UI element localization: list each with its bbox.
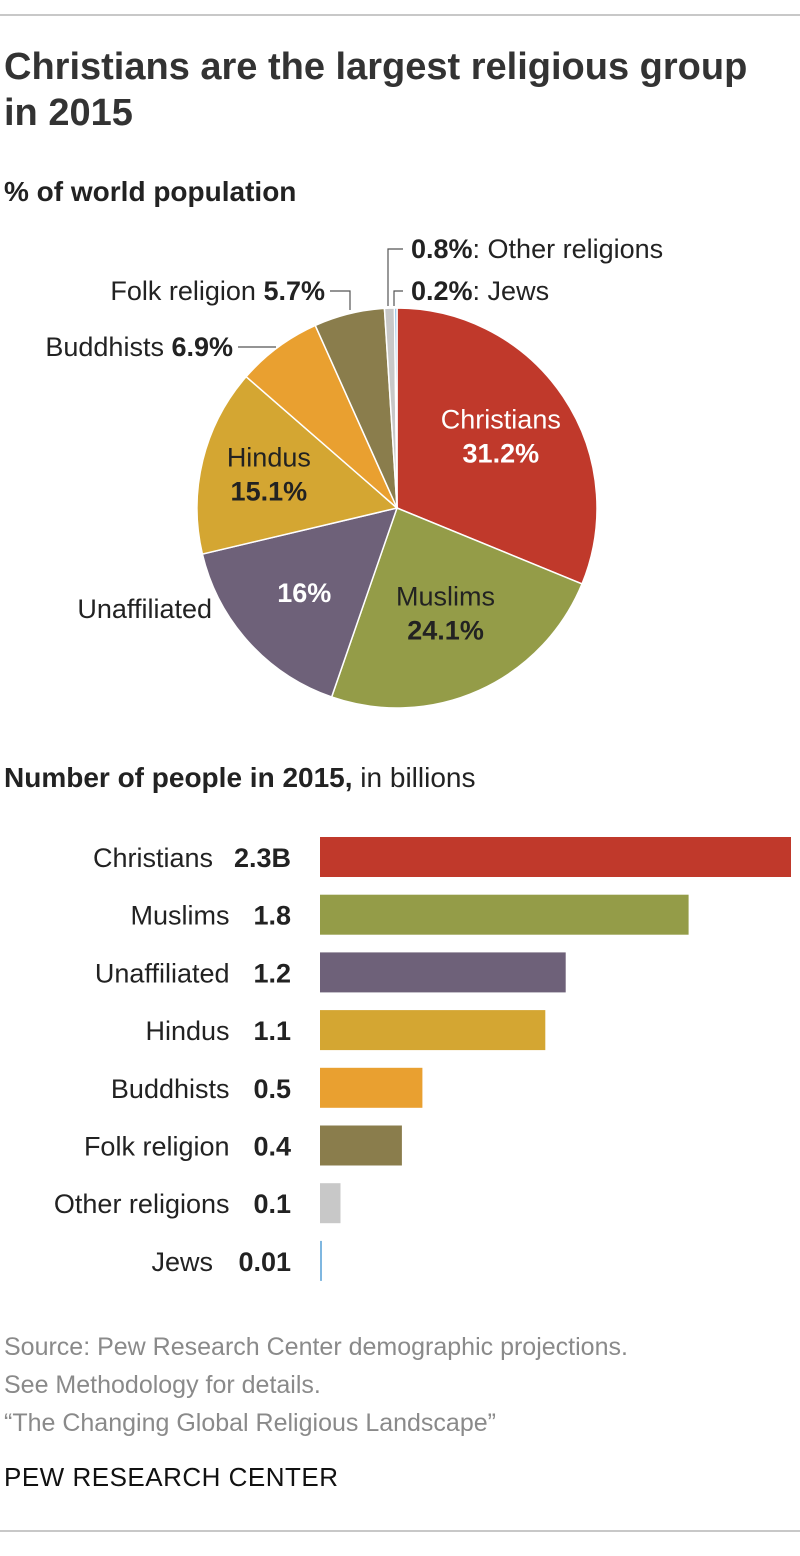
source-line: See Methodology for details. [4, 1371, 321, 1399]
bar-category-label: Jews [151, 1247, 213, 1277]
bar-category-label: Christians [93, 843, 213, 873]
bar-category-label: Hindus [145, 1016, 229, 1046]
bar-value-label: 0.5 [253, 1074, 291, 1104]
slice-value: 24.1% [407, 616, 484, 646]
slice-label: Christians [441, 404, 561, 434]
bar-jews [320, 1240, 322, 1281]
slice-label: Unaffiliated [77, 594, 212, 624]
pie-slice-christians [396, 307, 598, 585]
pie-slice-muslims [330, 507, 583, 709]
source-note: Source: Pew Research Center demographic … [4, 1328, 628, 1442]
bar-category-label: Unaffiliated [95, 958, 230, 988]
slice-label: Hindus [227, 442, 311, 472]
leader-line [393, 290, 403, 306]
slice-label-jews: 0.2%: Jews [411, 276, 549, 306]
bar-buddhists [320, 1067, 423, 1108]
bar-value-label: 1.8 [253, 901, 291, 931]
bar-value-label: 2.3B [234, 843, 291, 873]
pie-slice-jews [393, 307, 398, 509]
bar-unaffiliated [320, 952, 566, 993]
bar-value-label: 1.2 [253, 958, 291, 988]
chart-title: Christians are the largest religious gro… [4, 46, 748, 134]
slice-label: Muslims [396, 582, 495, 612]
pie-subtitle: % of world population [4, 176, 297, 207]
slice-label-other: 0.8%: Other religions [411, 234, 663, 264]
pie-chart: Christians 31.2% Muslims 24.1% Hindus 15.1% 16… [45, 234, 663, 709]
pie-slice-hindus [196, 375, 399, 555]
bar-subtitle-bold: Number of people in 2015, [4, 762, 353, 793]
bar-subtitle-rest: in billions [352, 762, 476, 793]
bar-other [320, 1183, 341, 1224]
slice-value: 16% [277, 578, 331, 608]
pie-slice-unaffiliated [201, 506, 399, 698]
bar-folk [320, 1125, 402, 1166]
bar-category-label: Muslims [131, 901, 230, 931]
leader-line [387, 248, 403, 306]
bottom-rule [0, 1530, 800, 1532]
bar-muslims [320, 894, 689, 935]
bar-category-label: Buddhists [111, 1074, 230, 1104]
bar-category-label: Other religions [54, 1189, 230, 1219]
slice-label-buddhists: Buddhists 6.9% [45, 332, 233, 362]
slice-label-folk: Folk religion 5.7% [110, 276, 325, 306]
slice-value: 31.2% [463, 438, 540, 468]
bar-value-label: 1.1 [253, 1016, 291, 1046]
bar-value-label: 0.01 [238, 1247, 291, 1277]
top-rule [0, 14, 800, 16]
source-line: “The Changing Global Religious Landscape… [4, 1409, 496, 1437]
leader-line [330, 290, 351, 310]
bar-value-label: 0.4 [253, 1132, 291, 1162]
bar-value-label: 0.1 [253, 1189, 291, 1219]
pew-logo: PEW RESEARCH CENTER [4, 1462, 339, 1492]
bar-christians [320, 837, 791, 877]
bar-hindus [320, 1010, 546, 1051]
bar-category-label: Folk religion [84, 1132, 230, 1162]
bar-subtitle: Number of people in 2015, in billions [4, 762, 475, 794]
source-line: Source: Pew Research Center demographic … [4, 1333, 628, 1361]
slice-value: 15.1% [231, 476, 308, 506]
